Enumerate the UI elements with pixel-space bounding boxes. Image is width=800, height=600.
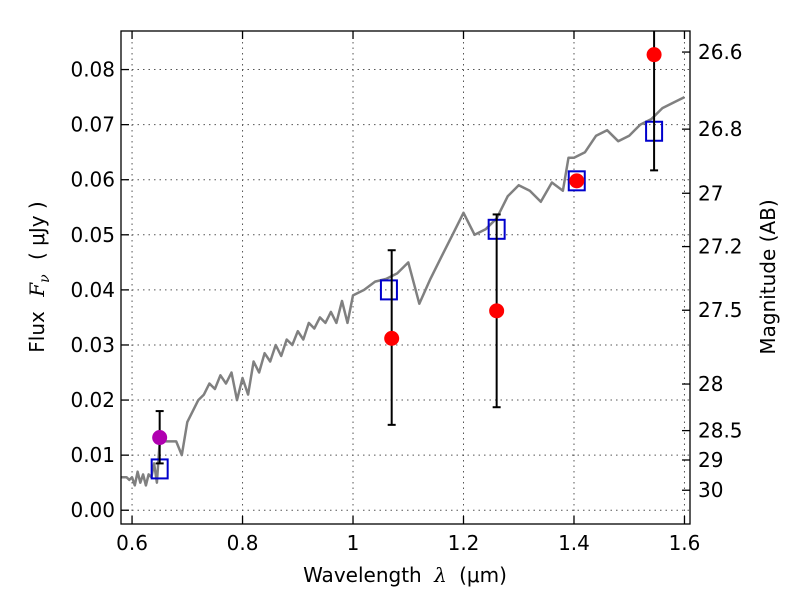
y2-tick-label: 26.8 xyxy=(698,117,743,141)
x-tick-label: 1.2 xyxy=(448,531,480,555)
x-tick-label: 1.4 xyxy=(558,531,590,555)
y-tick-label: 0.02 xyxy=(70,388,115,412)
y2-tick-label: 28.5 xyxy=(698,419,743,443)
x-tick-label: 0.8 xyxy=(227,531,259,555)
observed-photometry-marker xyxy=(384,330,400,346)
model-photometry-marker xyxy=(379,279,398,301)
x-axis-label: Wavelength λ (μm) xyxy=(303,563,507,587)
y2-tick-label: 27.5 xyxy=(698,298,743,322)
y2-tick-label: 26.6 xyxy=(698,40,743,64)
y-tick-label: 0.01 xyxy=(70,443,115,467)
y-tick-label: 0.03 xyxy=(70,333,115,357)
y-tick-label: 0.06 xyxy=(70,168,115,192)
model-spectrum-line xyxy=(121,95,686,487)
y2-tick-label: 30 xyxy=(698,478,723,502)
plot-frame xyxy=(120,30,691,525)
observed-photometry-marker xyxy=(489,303,505,319)
axes: 0.6 0.8 1 1.2 1.4 1.6 0.00 0.01 0.02 0.03 0.04 0.05… xyxy=(70,31,743,555)
y-tick-label: 0.00 xyxy=(70,498,115,522)
x-tick-label: 1.6 xyxy=(669,531,701,555)
y2-tick-label: 28 xyxy=(698,372,723,396)
observed-photometry-marker xyxy=(152,430,168,446)
observed-photometry-marker xyxy=(646,47,662,63)
y2-tick-label: 27.2 xyxy=(698,235,743,259)
x-tick-label: 1 xyxy=(347,531,360,555)
plot-area xyxy=(121,31,686,487)
model-photometry-marker xyxy=(567,170,586,192)
y2-tick-label: 27 xyxy=(698,181,723,205)
y2-tick-label: 29 xyxy=(698,448,723,472)
observed-photometry-marker xyxy=(569,173,585,189)
x-tick-label: 0.6 xyxy=(116,531,148,555)
y-tick-label: 0.04 xyxy=(70,278,115,302)
y-axis-label: Flux Fν ( μJy ) xyxy=(25,201,54,352)
y-tick-label: 0.05 xyxy=(70,223,115,247)
y-tick-label: 0.07 xyxy=(70,113,115,137)
y-tick-label: 0.08 xyxy=(70,58,115,82)
secondary-y-axis-label: Magnitude (AB) xyxy=(756,199,780,354)
grid-lines xyxy=(121,31,690,524)
